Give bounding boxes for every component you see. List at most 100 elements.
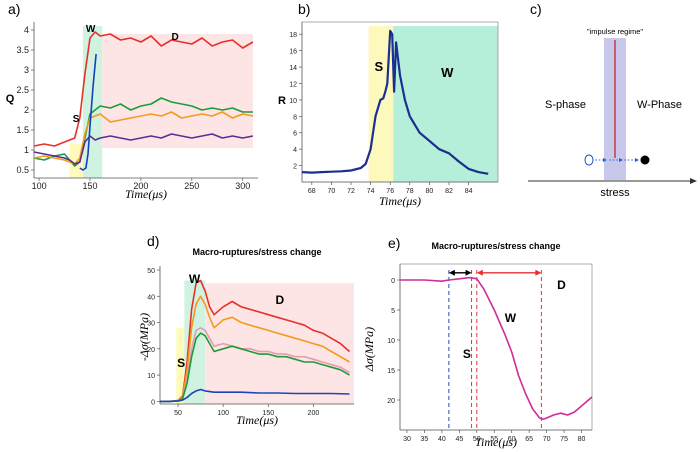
series-stress-e	[400, 276, 593, 420]
panel-label-a: a)	[8, 1, 20, 17]
phase-label-d-a: D	[171, 32, 178, 43]
x-tick-label-e: 80	[578, 436, 586, 443]
y-tick-label-b: 18	[289, 32, 297, 39]
y-tick-label-a: 1	[24, 145, 29, 155]
x-tick-label-d: 150	[262, 410, 274, 417]
x-axis-title-b: Time(μs)	[379, 194, 421, 208]
chart-title-e: Macro-ruptures/stress change	[431, 241, 560, 251]
x-tick-label-b: 78	[406, 188, 414, 195]
x-tick-label-a: 100	[32, 181, 47, 191]
y-tick-label-e: 15	[387, 368, 395, 375]
x-tick-label-e: 45	[455, 436, 463, 443]
x-tick-label-b: 74	[367, 188, 375, 195]
panel-label-d: d)	[147, 233, 159, 249]
stress-axis-arrowhead	[690, 178, 697, 184]
y-tick-label-b: 4	[293, 147, 297, 154]
plot-frame-e	[399, 263, 593, 431]
y-tick-label-a: 2	[24, 105, 29, 115]
x-tick-label-a: 200	[133, 181, 148, 191]
panel-label-c: c)	[530, 1, 542, 17]
x-tick-label-e: 35	[421, 436, 429, 443]
y-tick-label-e: 0	[391, 278, 395, 285]
y-tick-label-a: 2.5	[16, 85, 29, 95]
impulse-arrowhead-0	[603, 158, 607, 162]
series-R-b	[301, 29, 489, 175]
stress-label: stress	[600, 187, 630, 199]
y-tick-label-e: 5	[391, 308, 395, 315]
x-tick-label-e: 50	[473, 436, 481, 443]
panel-c: c) "impulse regime" S-phase W-Phase stress	[528, 1, 697, 199]
w-phase-label: W-Phase	[637, 99, 682, 111]
phase-label-s-b: S	[375, 59, 384, 74]
phase-label-w-b: W	[441, 65, 454, 80]
region-w-b	[393, 26, 498, 182]
chart-title-d: Macro-ruptures/stress change	[192, 247, 321, 257]
y-tick-label-b: 6	[293, 131, 297, 138]
y-tick-label-a: 3.5	[16, 45, 29, 55]
series-purple-a	[33, 133, 254, 165]
arrow-head-right-1-e	[535, 269, 542, 276]
y-tick-label-a: 1.5	[16, 125, 29, 135]
x-tick-label-b: 82	[445, 188, 453, 195]
y-axis-title-b: R	[278, 95, 286, 107]
impulse-regime-label: "impulse regime"	[587, 27, 644, 36]
arrow-head-right-0-e	[465, 269, 472, 276]
y-tick-label-e: 20	[387, 398, 395, 405]
panel-a: a) 100 150 200 250 300 0.5 1 1.5 2 2.5 3 3.5 4 S W D Time…	[6, 1, 258, 201]
y-tick-label-d: 10	[147, 373, 155, 380]
y-tick-label-b: 10	[289, 98, 297, 105]
y-tick-label-d: 30	[147, 321, 155, 328]
s-phase-label: S-phase	[545, 99, 586, 111]
y-tick-label-b: 2	[293, 164, 297, 171]
x-tick-label-e: 70	[543, 436, 551, 443]
series-red-a	[33, 31, 254, 147]
phase-label-s-e: S	[463, 347, 471, 361]
x-tick-label-b: 80	[426, 188, 434, 195]
x-tick-label-a: 300	[235, 181, 250, 191]
phase-label-s-a: S	[73, 114, 80, 125]
series-red-d	[160, 279, 351, 403]
x-tick-label-b: 72	[347, 188, 355, 195]
y-tick-label-d: 50	[147, 268, 155, 275]
x-tick-label-e: 55	[490, 436, 498, 443]
x-tick-label-b: 70	[328, 188, 336, 195]
x-tick-label-e: 75	[560, 436, 568, 443]
phase-label-d-d: D	[275, 293, 284, 307]
series-blue-a	[79, 53, 97, 171]
y-axis-title-d: -Δσ(MPa)	[137, 313, 151, 361]
x-tick-label-b: 76	[386, 188, 394, 195]
y-tick-label-d: 0	[151, 399, 155, 406]
region-d-a	[102, 34, 253, 148]
open-circle-icon	[584, 154, 594, 166]
phase-label-s-d: S	[177, 356, 185, 370]
phase-label-w-e: W	[505, 311, 517, 325]
y-tick-label-b: 14	[289, 65, 297, 72]
filled-dot-icon	[640, 155, 650, 165]
y-tick-label-e: 10	[387, 338, 395, 345]
x-tick-label-e: 40	[438, 436, 446, 443]
series-green-d	[160, 332, 350, 403]
series-orange-d	[160, 295, 350, 403]
y-tick-label-b: 16	[289, 49, 297, 56]
series-blue-d	[160, 388, 350, 403]
x-tick-label-a: 150	[82, 181, 97, 191]
panel-label-e: e)	[388, 235, 400, 251]
x-tick-label-b: 84	[465, 188, 473, 195]
x-axis-title-d: Time(μs)	[236, 413, 278, 427]
x-tick-label-a: 250	[184, 181, 199, 191]
y-tick-label-a: 0.5	[16, 165, 29, 175]
phase-label-d-e: D	[557, 278, 566, 292]
y-tick-label-a: 4	[24, 25, 29, 35]
x-tick-label-e: 30	[403, 436, 411, 443]
panel-label-b: b)	[298, 1, 310, 17]
y-axis-title-e: Δσ(MPa)	[362, 327, 376, 372]
x-tick-label-d: 100	[217, 410, 229, 417]
arrow-head-left-0-e	[448, 269, 455, 276]
series-orange-a	[33, 111, 254, 165]
y-tick-label-d: 20	[147, 347, 155, 354]
x-tick-label-b: 68	[308, 188, 316, 195]
